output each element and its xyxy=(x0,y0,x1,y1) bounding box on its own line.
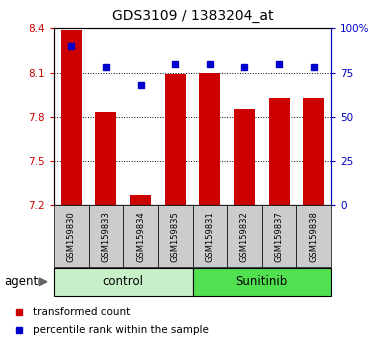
Bar xyxy=(54,205,89,267)
Bar xyxy=(234,109,255,205)
Text: GSM159838: GSM159838 xyxy=(309,211,318,262)
Bar xyxy=(165,74,186,205)
Text: GSM159837: GSM159837 xyxy=(275,211,284,262)
Bar xyxy=(262,205,296,267)
Bar xyxy=(130,195,151,205)
Text: GSM159835: GSM159835 xyxy=(171,211,180,262)
Text: Sunitinib: Sunitinib xyxy=(236,275,288,288)
Bar xyxy=(123,205,158,267)
Text: percentile rank within the sample: percentile rank within the sample xyxy=(33,325,209,335)
Bar xyxy=(227,205,262,267)
Bar xyxy=(192,268,331,296)
Bar xyxy=(61,30,82,205)
Text: control: control xyxy=(103,275,144,288)
Bar xyxy=(89,205,123,267)
Text: transformed count: transformed count xyxy=(33,307,131,317)
Bar xyxy=(303,98,324,205)
Text: GSM159834: GSM159834 xyxy=(136,211,145,262)
Bar xyxy=(199,73,220,205)
Bar xyxy=(54,268,192,296)
Bar xyxy=(296,205,331,267)
Text: agent: agent xyxy=(4,275,38,288)
Text: GSM159832: GSM159832 xyxy=(240,211,249,262)
Text: GSM159833: GSM159833 xyxy=(101,211,110,262)
Bar xyxy=(95,113,116,205)
Bar xyxy=(192,205,227,267)
Text: GSM159831: GSM159831 xyxy=(205,211,214,262)
Text: GSM159830: GSM159830 xyxy=(67,211,76,262)
Bar xyxy=(269,98,290,205)
Bar xyxy=(158,205,192,267)
Text: GDS3109 / 1383204_at: GDS3109 / 1383204_at xyxy=(112,9,273,23)
